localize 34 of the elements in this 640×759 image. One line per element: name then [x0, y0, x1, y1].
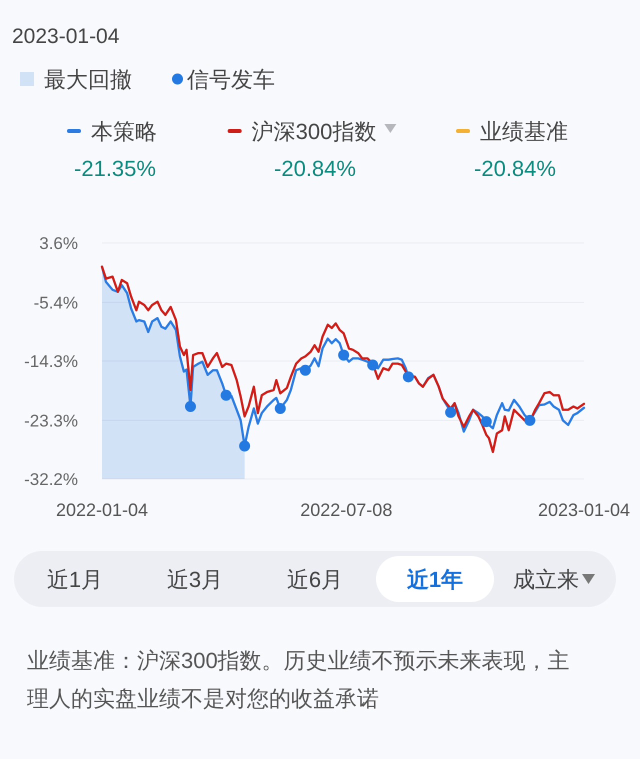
- text: -21.35%: [74, 156, 156, 181]
- point: [445, 406, 456, 418]
- y-tick-label: -32.2%: [24, 470, 78, 489]
- point: [338, 350, 350, 361]
- point: [184, 400, 196, 412]
- y-tick-label: -5.4%: [34, 293, 78, 312]
- legend-label: 沪深300指数: [252, 119, 376, 144]
- y-tick-label: -23.3%: [24, 411, 78, 430]
- x-tick-label: 2022-07-08: [300, 500, 392, 520]
- text: 最大回撤: [44, 67, 132, 92]
- text: 近1年: [406, 567, 464, 592]
- point: [367, 359, 378, 370]
- text: 2023-01-04: [12, 25, 120, 48]
- legend-label: 本策略: [91, 119, 157, 144]
- point: [480, 416, 492, 428]
- x-tick-label: 2022-01-04: [56, 500, 148, 520]
- legend-label: 信号发车: [187, 67, 275, 92]
- text: 成立来: [513, 567, 579, 592]
- text: -20.84%: [274, 156, 356, 181]
- point: [524, 414, 536, 426]
- y-tick-label: -14.3%: [24, 352, 78, 371]
- point: [274, 402, 286, 414]
- point: [220, 390, 232, 401]
- x-tick-label: 2023-01-04: [538, 500, 630, 520]
- text: 业绩基准：沪深300指数。历史业绩不预示未来表现，主理人的实盘业绩不是对您的收益承诺: [27, 648, 570, 711]
- point: [239, 440, 250, 452]
- text: 近3月: [166, 567, 224, 592]
- y-tick-label: 3.6%: [39, 234, 78, 253]
- text: 近6月: [286, 567, 344, 592]
- legend-label: 业绩基准: [480, 119, 568, 144]
- point: [300, 364, 311, 376]
- text: -20.84%: [474, 156, 556, 181]
- text: 近1月: [46, 567, 104, 592]
- point: [402, 371, 414, 382]
